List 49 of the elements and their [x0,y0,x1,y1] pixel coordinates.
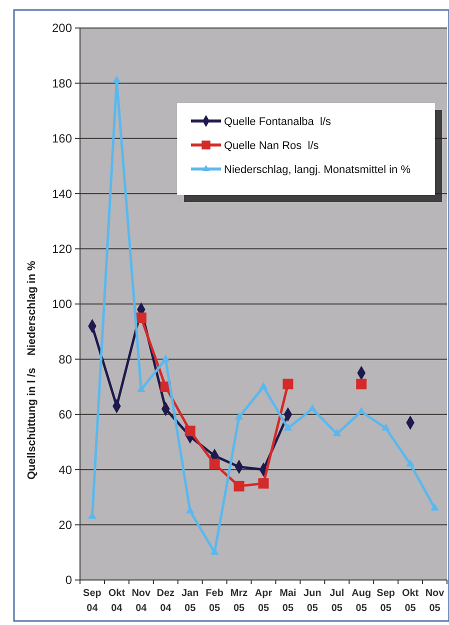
point [234,412,244,420]
x-tick-label: Nov 05 [425,588,445,614]
x-tick-label: Dez 04 [156,588,175,614]
point [161,354,170,362]
point [259,382,268,390]
legend-label: Quelle Nan Ros l/s [224,140,320,152]
x-tick-label: Sep 04 [83,588,102,614]
point [430,503,439,511]
point [357,406,366,414]
y-tick-label: 200 [52,21,72,36]
x-tick-label: Aug 05 [352,588,372,614]
y-axis-title: Quellschüttung in l /s Niederschlag in % [26,260,38,480]
point [284,423,292,431]
y-tick-label: 180 [52,76,72,90]
x-tick-label: Okt 05 [402,588,420,614]
point [282,378,294,390]
y-tick-label: 40 [58,462,72,477]
point [186,506,194,514]
point [406,459,414,466]
x-tick-label: Feb 05 [206,588,224,614]
x-tick-label: Jul 05 [330,588,344,614]
x-tick-label: Jan 05 [181,588,199,614]
point [356,378,367,390]
y-tick-label: 160 [52,132,72,146]
point [112,76,121,83]
y-tick-label: 0 [65,573,72,588]
point [332,428,342,436]
legend-label: Quelle Fontanalba l/s [224,116,332,128]
point [258,478,269,489]
y-tick-label: 140 [52,186,72,201]
y-tick-label: 120 [52,242,72,256]
x-tick-label: Sep 05 [376,588,396,614]
x-tick-label: Okt 04 [108,588,126,614]
y-tick-label: 80 [58,352,72,366]
point [184,426,196,436]
point [308,404,317,412]
x-tick-label: Jun 05 [304,588,322,614]
x-tick-label: Nov 04 [132,588,152,614]
point [234,480,244,492]
point [382,423,390,431]
x-tick-label: Mai 05 [280,588,297,614]
y-tick-label: 20 [58,518,72,532]
point [136,312,146,324]
y-tick-label: 100 [52,297,72,312]
x-tick-label: Mrz 05 [230,588,248,614]
point [209,458,220,470]
legend-label: Niederschlag, langj. Monatsmittel in % [224,164,411,176]
y-tick-label: 60 [58,408,72,422]
x-tick-label: Apr 05 [254,588,272,614]
